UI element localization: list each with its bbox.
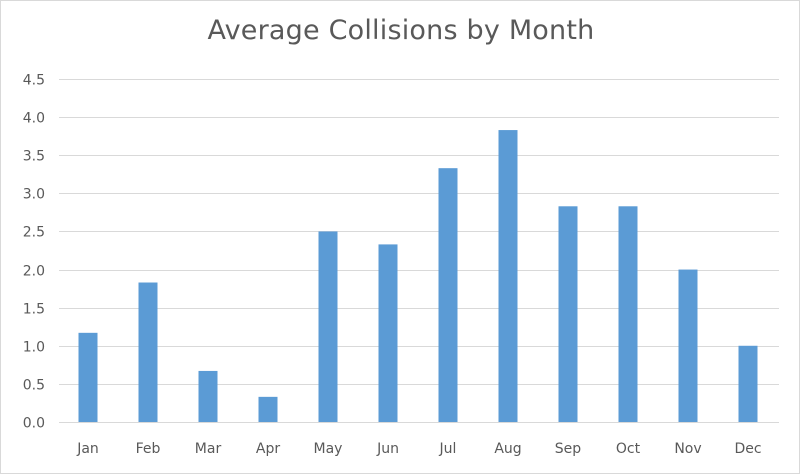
bar-jan <box>78 332 98 422</box>
x-axis-ticks: Jan Feb Mar Apr May Jun Jul Aug Sep Oct Nov Dec <box>76 441 761 457</box>
y-tick-label: 3.5 <box>23 149 45 165</box>
y-tick-label: 0.5 <box>23 378 45 394</box>
bar-apr <box>258 396 278 422</box>
bar-jul <box>438 168 458 422</box>
x-tick-label: Jan <box>76 441 99 457</box>
x-tick-label: Jul <box>439 441 457 457</box>
bar-may <box>318 231 338 422</box>
x-tick-label: Oct <box>616 441 641 457</box>
bar-jun <box>378 244 398 422</box>
y-tick-label: 1.5 <box>23 302 45 318</box>
x-tick-label: Aug <box>494 441 521 457</box>
x-tick-label: Jun <box>376 441 399 457</box>
x-tick-label: May <box>314 441 343 457</box>
bar-aug <box>498 130 518 422</box>
y-tick-label: 1.0 <box>23 340 45 356</box>
bar-sep <box>558 206 578 422</box>
x-tick-label: Mar <box>195 441 222 457</box>
y-tick-label: 0.0 <box>23 416 45 432</box>
y-axis-ticks: 0.0 0.5 1.0 1.5 2.0 2.5 3.0 3.5 4.0 4.5 <box>23 73 45 432</box>
x-tick-label: Sep <box>555 441 582 457</box>
bar-nov <box>678 269 698 422</box>
x-tick-label: Apr <box>256 441 280 457</box>
bar-oct <box>618 206 638 422</box>
x-tick-label: Feb <box>136 441 161 457</box>
bar-dec <box>738 345 758 422</box>
bar-mar <box>198 370 218 422</box>
bar-feb <box>138 282 158 422</box>
y-tick-label: 4.5 <box>23 73 45 89</box>
y-tick-label: 4.0 <box>23 111 45 127</box>
x-tick-label: Dec <box>734 441 761 457</box>
gridlines <box>59 79 779 423</box>
y-tick-label: 2.0 <box>23 264 45 280</box>
x-tick-label: Nov <box>674 441 701 457</box>
chart-title: Average Collisions by Month <box>207 15 595 46</box>
bars <box>78 130 758 422</box>
y-tick-label: 2.5 <box>23 225 45 241</box>
y-tick-label: 3.0 <box>23 187 45 203</box>
